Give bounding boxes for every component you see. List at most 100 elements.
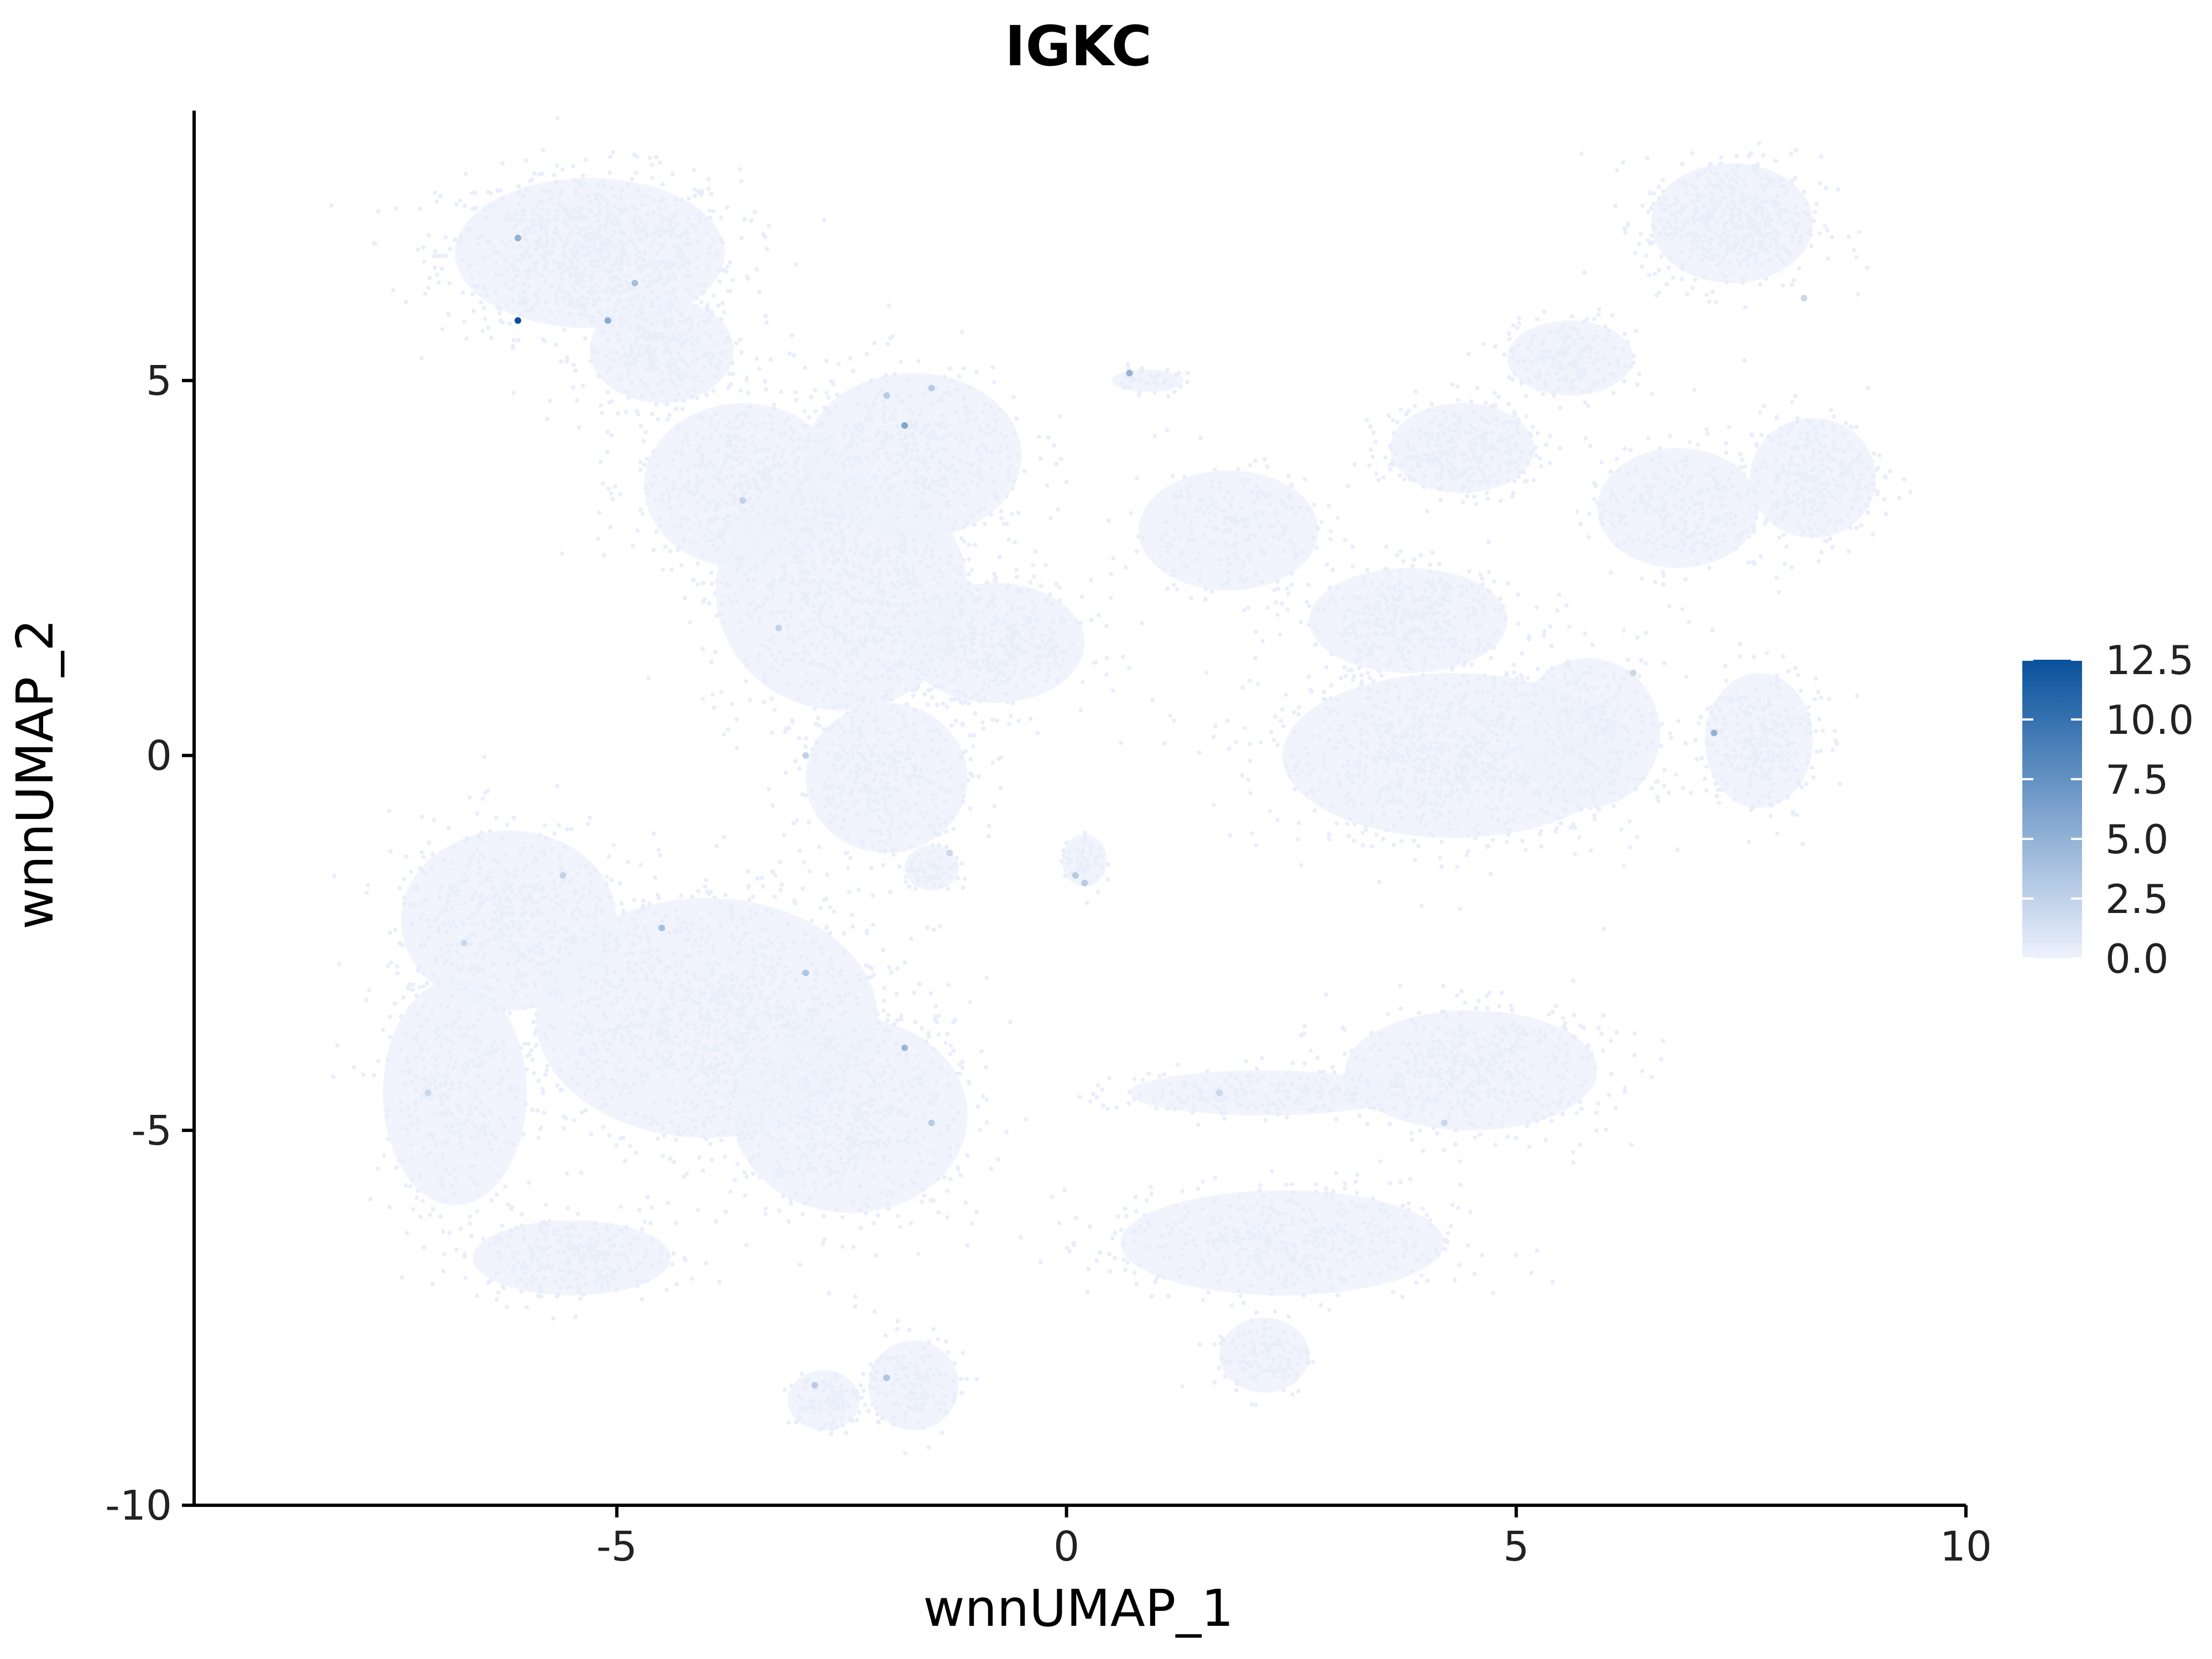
cell-point	[1077, 865, 1082, 870]
cell-point	[1137, 390, 1141, 395]
cell-point	[685, 390, 689, 394]
cell-point	[836, 361, 841, 366]
cell-point	[654, 366, 659, 371]
cell-point	[519, 221, 523, 226]
cell-point	[933, 831, 938, 835]
cell-point	[880, 375, 885, 380]
cell-point	[1248, 791, 1253, 796]
cell-point	[946, 499, 951, 504]
cell-point	[1019, 636, 1024, 641]
cell-point	[447, 247, 452, 252]
cell-point	[907, 467, 912, 472]
cell-point	[970, 513, 975, 518]
cell-point	[849, 729, 854, 734]
cell-point	[922, 427, 927, 432]
cell-point	[1371, 721, 1376, 726]
cell-point	[945, 517, 950, 522]
cell-point	[594, 257, 598, 262]
cell-point	[577, 425, 582, 430]
cell-point	[849, 652, 854, 657]
cell-point	[987, 823, 992, 828]
cell-point	[778, 609, 783, 614]
cell-point	[1248, 463, 1253, 468]
cell-point	[916, 359, 921, 364]
cell-point	[811, 795, 816, 800]
cell-point	[953, 435, 958, 440]
cell-point	[1088, 853, 1093, 858]
cell-point	[920, 499, 925, 504]
cell-point	[599, 223, 604, 228]
cell-point	[938, 605, 943, 610]
cell-point	[1164, 520, 1168, 525]
cell-point	[638, 343, 643, 348]
cell-point	[535, 212, 540, 217]
cell-point	[1004, 446, 1009, 451]
cell-point	[838, 665, 843, 670]
cell-point	[897, 760, 902, 765]
cell-point	[1172, 582, 1176, 587]
cell-point	[852, 565, 857, 569]
cell-point	[837, 648, 842, 653]
cell-point	[606, 486, 611, 491]
cell-point	[577, 217, 582, 221]
cell-point	[597, 208, 602, 213]
cell-point	[623, 207, 628, 212]
cell-point	[603, 223, 608, 228]
cell-point	[908, 783, 913, 788]
cell-point	[674, 525, 679, 529]
cell-point	[669, 355, 674, 360]
cell-point	[929, 737, 934, 742]
cell-point	[965, 588, 970, 593]
cell-point	[841, 546, 846, 551]
cell-point	[1359, 727, 1364, 732]
cell-point	[1328, 529, 1333, 534]
cell-point	[722, 732, 727, 737]
cell-point	[821, 664, 826, 669]
cell-point	[1434, 689, 1439, 694]
cell-point	[867, 744, 872, 749]
cell-cluster	[329, 116, 827, 421]
cell-point	[948, 378, 953, 383]
cell-point	[894, 638, 898, 643]
cell-point	[766, 223, 771, 228]
cell-point	[1151, 375, 1156, 380]
cell-point	[1509, 781, 1514, 785]
cell-point	[1004, 494, 1009, 499]
cell-point	[895, 452, 900, 457]
cell-point	[679, 312, 684, 317]
cell-point	[798, 685, 803, 690]
cell-point	[678, 475, 683, 480]
cell-point	[542, 255, 547, 260]
cell-point	[419, 356, 424, 361]
cell-point	[844, 638, 849, 643]
cell-point	[1457, 798, 1462, 803]
cell-point	[482, 305, 487, 310]
cell-point	[1254, 492, 1259, 497]
cell-point	[637, 249, 642, 254]
cell-point	[696, 448, 701, 453]
cell-point	[889, 765, 894, 770]
cell-point	[920, 775, 925, 780]
cell-point	[679, 377, 684, 382]
cell-point	[846, 444, 851, 449]
cell-point	[817, 586, 822, 591]
cell-point	[880, 674, 885, 679]
cell-point	[1027, 628, 1032, 633]
cell-point	[596, 182, 601, 187]
cell-point	[738, 167, 742, 172]
cell-point	[1044, 679, 1048, 684]
cell-point	[436, 253, 441, 258]
cell-point	[511, 276, 516, 281]
cell-point	[650, 303, 655, 308]
cell-point	[890, 650, 895, 655]
cell-point	[619, 189, 624, 194]
cell-point	[992, 804, 997, 808]
cell-point	[1016, 718, 1021, 723]
cell-point	[671, 480, 676, 484]
cell-point	[684, 286, 689, 291]
cell-point	[1455, 827, 1460, 832]
cell-point	[1058, 619, 1063, 624]
cell-point	[945, 788, 950, 793]
cell-point	[1475, 822, 1480, 827]
cell-point	[1048, 516, 1053, 520]
